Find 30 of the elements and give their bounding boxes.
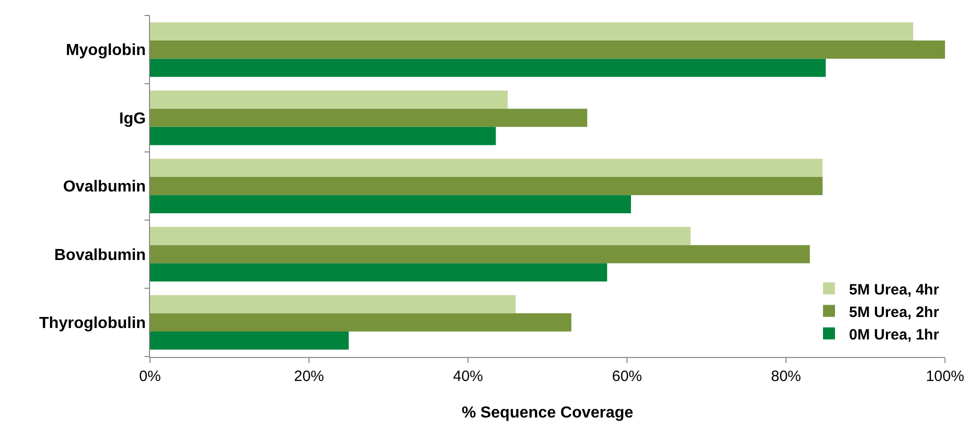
y-tick-label: Ovalbumin	[63, 178, 146, 196]
bar	[150, 22, 914, 41]
bar	[150, 245, 810, 264]
x-tick-label: 100%	[926, 368, 964, 385]
bar	[150, 90, 508, 109]
bar	[150, 176, 823, 196]
bar	[150, 331, 349, 350]
bar	[150, 126, 496, 146]
bar	[150, 226, 691, 246]
bar	[150, 108, 588, 127]
x-tick-label: 40%	[452, 368, 484, 385]
legend-label: 5M Urea, 4hr	[849, 281, 940, 298]
bar	[150, 295, 516, 314]
x-tick-label: 20%	[294, 368, 324, 385]
y-tick-label: IgG	[119, 110, 146, 128]
bar	[150, 313, 572, 332]
y-tick-label: Thyroglobulin	[39, 315, 146, 332]
bar	[150, 58, 826, 77]
bar	[150, 263, 608, 282]
bar	[150, 40, 945, 59]
legend-label: 5M Urea, 2hr	[849, 304, 940, 321]
bar	[150, 158, 823, 177]
x-axis-title: % Sequence Coverage	[462, 404, 634, 422]
legend-label: 0M Urea, 1hr	[849, 326, 940, 344]
x-tick-label: 60%	[612, 368, 642, 385]
y-tick-label: Bovalbumin	[54, 246, 146, 264]
x-tick-label: 0%	[139, 368, 161, 385]
bar	[150, 195, 631, 214]
x-tick-label: 80%	[770, 368, 802, 385]
y-tick-label: Myoglobin	[66, 42, 146, 60]
